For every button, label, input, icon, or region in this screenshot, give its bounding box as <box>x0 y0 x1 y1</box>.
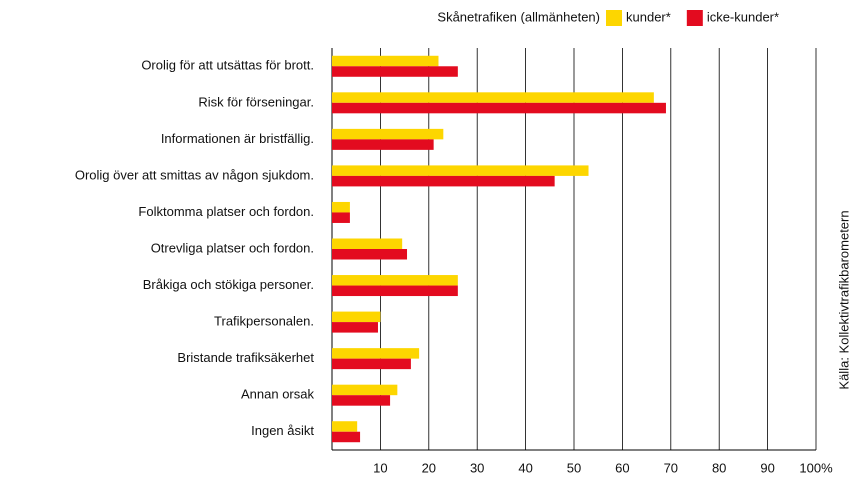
bar <box>332 249 408 260</box>
bar <box>332 384 398 396</box>
bar <box>332 358 411 370</box>
x-tick-label: 60 <box>615 460 629 475</box>
bar <box>332 285 458 297</box>
y-tick-label: Trafikpersonalen. <box>214 314 314 329</box>
legend-title: Skånetrafiken (allmänheten) <box>437 9 600 24</box>
x-tick-label: 100% <box>799 460 833 475</box>
legend-label: icke-kunder* <box>707 9 779 24</box>
y-tick-label: Bråkiga och stökiga personer. <box>143 277 314 292</box>
x-tick-label: 40 <box>518 460 532 475</box>
y-tick-label: Annan orsak <box>241 387 314 402</box>
y-tick-label: Otrevliga platser och fordon. <box>151 240 314 255</box>
bar <box>332 431 361 443</box>
y-tick-label: Orolig för att utsättas för brott. <box>141 58 314 73</box>
legend-swatch <box>686 10 703 26</box>
y-tick-label: Orolig över att smittas av någon sjukdom… <box>75 167 314 182</box>
source-note: Källa: Kollektivtrafikbarometern <box>836 210 851 389</box>
bar <box>332 102 666 114</box>
bar <box>332 311 381 323</box>
legend-swatch <box>606 10 622 26</box>
bar <box>332 66 458 77</box>
x-tick-label: 10 <box>373 460 387 475</box>
x-tick-label: 50 <box>567 460 581 475</box>
bar <box>332 165 589 176</box>
bar <box>332 128 444 140</box>
legend-label: kunder* <box>626 9 671 24</box>
x-tick-label: 20 <box>422 460 436 475</box>
bar <box>332 238 403 249</box>
bar <box>332 395 391 406</box>
y-tick-label: Bristande trafiksäkerhet <box>177 350 314 365</box>
x-tick-label: 90 <box>760 460 774 475</box>
bar <box>332 92 654 103</box>
bar <box>332 275 458 286</box>
y-tick-label: Folktomma platser och fordon. <box>138 204 314 219</box>
bar <box>332 55 439 67</box>
bar <box>332 421 358 432</box>
y-tick-label: Informationen är bristfällig. <box>161 131 314 146</box>
y-tick-label: Risk för förseningar. <box>198 94 314 109</box>
x-tick-label: 30 <box>470 460 484 475</box>
bar <box>332 201 350 213</box>
x-tick-label: 80 <box>712 460 726 475</box>
bar <box>332 175 555 187</box>
y-tick-label: Ingen åsikt <box>251 423 314 438</box>
bar <box>332 348 420 359</box>
bar <box>332 139 434 150</box>
x-tick-label: 70 <box>664 460 678 475</box>
bar <box>332 322 378 333</box>
bar <box>332 212 350 223</box>
